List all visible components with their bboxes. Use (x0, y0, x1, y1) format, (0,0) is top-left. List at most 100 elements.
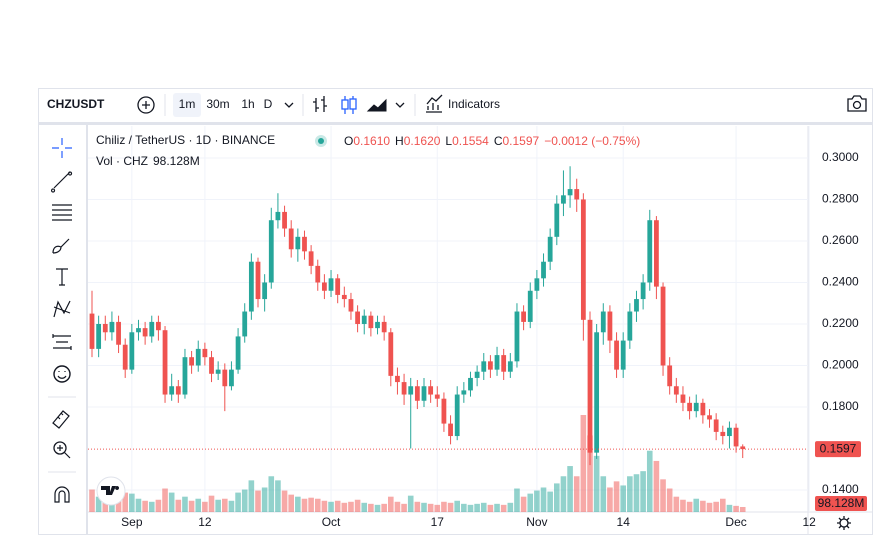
volume-bar (693, 498, 700, 512)
candle-style-icon[interactable] (341, 99, 349, 110)
time-tick-label: Nov (526, 515, 547, 529)
crosshair-tool[interactable] (52, 138, 72, 158)
candle-body (315, 265, 321, 283)
volume-bar (414, 501, 421, 512)
time-tick-label: 12 (802, 515, 816, 529)
volume-bar (620, 485, 626, 512)
price-tick-label: 0.2000 (822, 358, 859, 372)
interval-menu-chevron[interactable] (284, 102, 294, 108)
prediction-tool[interactable] (52, 334, 72, 350)
last-price-label: 0.1597 (820, 441, 857, 455)
volume-bar (660, 479, 666, 512)
volume-bar (148, 501, 155, 512)
style-menu-chevron[interactable] (395, 102, 405, 108)
volume-bar (494, 503, 500, 512)
price-tick-label: 0.2200 (822, 316, 859, 330)
interval-button[interactable]: 30m (206, 97, 229, 111)
candle-body (116, 321, 121, 345)
volume-bar (567, 466, 573, 512)
candle-body (687, 402, 692, 412)
candle-body (335, 278, 341, 295)
candle-body (414, 386, 420, 401)
candle-body (375, 321, 380, 329)
volume-bar (162, 488, 168, 512)
candle-body (262, 282, 268, 300)
volume-bar (288, 494, 294, 512)
volume-bar (394, 501, 401, 512)
active-interval-bg (173, 93, 201, 117)
brush-tool[interactable] (52, 238, 70, 254)
candle-body (348, 299, 354, 312)
volume-bar (640, 471, 646, 512)
candle-body (647, 220, 653, 283)
volume-bar (129, 493, 135, 512)
indicators-button[interactable]: Indicators (448, 97, 500, 111)
emoji-tool[interactable] (57, 371, 67, 379)
volume-bar (142, 500, 148, 512)
candle-body (401, 382, 407, 395)
volume-bar (547, 491, 553, 512)
ruler-tool[interactable] (52, 410, 70, 429)
zoom-tool[interactable] (53, 441, 67, 455)
volume-bar (633, 474, 640, 512)
volume-bar (534, 490, 540, 512)
volume-bar (527, 493, 534, 512)
screenshot-icon[interactable] (847, 95, 867, 112)
candle-body (594, 332, 600, 453)
zoom-tool[interactable] (57, 445, 71, 459)
interval-button[interactable]: 1m (179, 97, 196, 111)
candle-body (175, 386, 181, 395)
candle-body (395, 375, 400, 383)
candle-body (727, 427, 732, 437)
volume-bar (95, 496, 102, 512)
volume-bar (228, 500, 235, 512)
candle-body (667, 365, 673, 387)
settings-icon[interactable] (837, 516, 851, 530)
candle-body (189, 357, 194, 366)
candle-body (215, 369, 221, 374)
volume-bar (474, 503, 480, 512)
area-style-icon[interactable] (366, 98, 387, 112)
add-symbol-icon[interactable] (142, 101, 150, 109)
pattern-tool[interactable] (53, 300, 71, 318)
volume-bar (573, 476, 580, 512)
screenshot-icon[interactable] (852, 100, 862, 110)
candle-body (733, 427, 739, 447)
volume-bar (487, 504, 494, 512)
trend-line-tool[interactable] (51, 171, 73, 193)
text-tool[interactable] (56, 268, 68, 286)
volume-bar (321, 500, 328, 512)
emoji-tool[interactable] (53, 365, 71, 383)
volume-bar (115, 497, 122, 512)
interval-button[interactable]: D (264, 97, 273, 111)
candle-body (488, 361, 493, 370)
candle-body (169, 386, 175, 395)
volume-bar (281, 490, 288, 512)
indicators-icon[interactable] (426, 94, 443, 113)
time-tick-label: 14 (617, 515, 631, 529)
volume-bar (454, 500, 460, 512)
candle-body (713, 419, 719, 432)
candle-style-icon[interactable] (349, 98, 357, 110)
volume-bar (427, 503, 434, 512)
candle-body (195, 348, 201, 366)
candle-body (441, 398, 447, 424)
volume-bar (354, 499, 361, 512)
price-tick-label: 0.1800 (822, 399, 859, 413)
candle-body (541, 261, 546, 279)
candle-body (587, 319, 593, 453)
candle-body (740, 446, 746, 450)
add-symbol-icon[interactable] (137, 96, 155, 114)
time-tick-label: Oct (322, 515, 341, 529)
symbol-name[interactable]: CHZUSDT (47, 97, 105, 111)
volume-tag (815, 496, 867, 511)
interval-button[interactable]: 1h (241, 97, 254, 111)
magnet-tool[interactable] (54, 486, 70, 503)
bar-style-icon[interactable] (313, 96, 327, 112)
volume-bar (434, 504, 441, 512)
candle-body (534, 278, 540, 291)
fib-tool[interactable] (52, 204, 72, 221)
candle-body (355, 311, 360, 324)
volume-bar (195, 498, 202, 512)
